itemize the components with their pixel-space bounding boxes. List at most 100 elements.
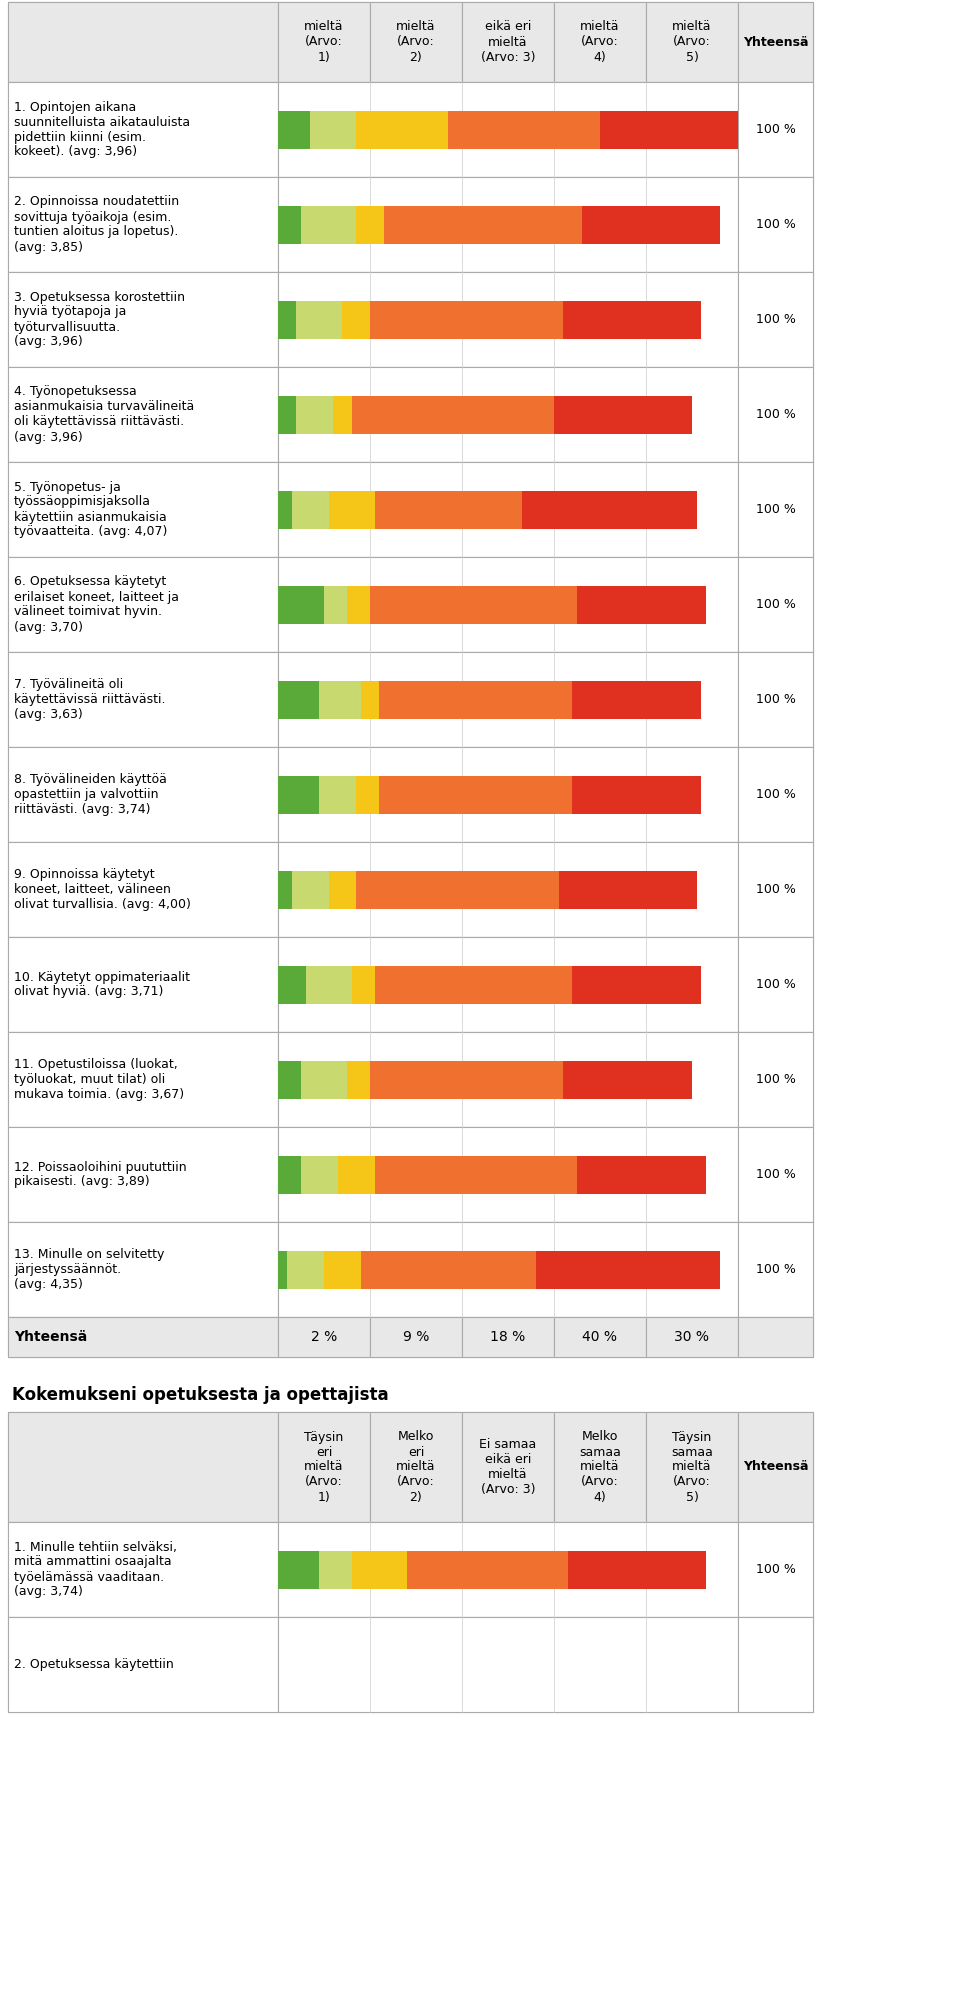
Text: 8. Työvälineiden käyttöä
opastettiin ja valvottiin
riittävästi. (avg: 3,74): 8. Työvälineiden käyttöä opastettiin ja … xyxy=(14,773,167,815)
Bar xyxy=(278,2,370,82)
Text: 30 %: 30 % xyxy=(675,1331,709,1345)
Bar xyxy=(278,1155,301,1193)
Bar xyxy=(370,585,577,623)
Bar xyxy=(8,178,278,272)
Text: Melko
eri
mieltä
(Arvo:
2): Melko eri mieltä (Arvo: 2) xyxy=(396,1431,436,1504)
Bar xyxy=(738,272,813,368)
Text: Täysin
samaa
mieltä
(Arvo:
5): Täysin samaa mieltä (Arvo: 5) xyxy=(671,1431,713,1504)
Bar xyxy=(8,557,813,651)
Bar xyxy=(462,2,554,82)
Text: 9. Opinnoissa käytetyt
koneet, laitteet, välineen
olivat turvallisia. (avg: 4,00: 9. Opinnoissa käytetyt koneet, laitteet,… xyxy=(14,867,191,911)
Bar xyxy=(8,1127,278,1223)
Bar xyxy=(278,1550,320,1588)
Bar xyxy=(278,272,738,368)
Bar xyxy=(361,1251,536,1289)
Text: 12. Poissaoloihini puututtiin
pikaisesti. (avg: 3,89): 12. Poissaoloihini puututtiin pikaisesti… xyxy=(14,1161,186,1189)
Bar xyxy=(278,1251,287,1289)
Bar xyxy=(577,1155,706,1193)
Bar xyxy=(370,1413,462,1522)
Bar xyxy=(554,396,692,434)
Bar xyxy=(278,178,738,272)
Text: 100 %: 100 % xyxy=(756,314,796,326)
Bar xyxy=(278,368,738,462)
Text: Yhteensä: Yhteensä xyxy=(14,1331,87,1345)
Bar xyxy=(278,490,292,529)
Bar xyxy=(278,651,738,747)
Bar xyxy=(738,651,813,747)
Bar xyxy=(379,775,572,813)
Bar xyxy=(8,2,278,82)
Bar xyxy=(8,1223,278,1317)
Bar xyxy=(738,368,813,462)
Bar xyxy=(646,1317,738,1357)
Text: 2. Opetuksessa käytettiin: 2. Opetuksessa käytettiin xyxy=(14,1658,174,1670)
Text: mieltä
(Arvo:
4): mieltä (Arvo: 4) xyxy=(580,20,620,64)
Bar xyxy=(738,462,813,557)
Bar xyxy=(572,965,701,1003)
Bar xyxy=(278,206,301,244)
Bar xyxy=(8,2,813,82)
Bar xyxy=(356,110,448,148)
Bar xyxy=(646,2,738,82)
Bar xyxy=(738,557,813,651)
Bar xyxy=(287,1251,324,1289)
Bar xyxy=(278,557,738,651)
Bar xyxy=(8,82,813,178)
Bar xyxy=(278,775,320,813)
Bar xyxy=(564,300,701,338)
Bar xyxy=(278,841,738,937)
Text: 100 %: 100 % xyxy=(756,218,796,232)
Bar xyxy=(278,1616,738,1712)
Bar xyxy=(600,110,738,148)
Bar xyxy=(646,1413,738,1522)
Bar xyxy=(320,681,361,719)
Bar xyxy=(8,1413,278,1522)
Bar xyxy=(738,1317,813,1357)
Bar xyxy=(8,178,813,272)
Text: 3. Opetuksessa korostettiin
hyviä työtapoja ja
työturvallisuutta.
(avg: 3,96): 3. Opetuksessa korostettiin hyviä työtap… xyxy=(14,290,185,348)
Bar xyxy=(320,775,356,813)
Text: mieltä
(Arvo:
1): mieltä (Arvo: 1) xyxy=(304,20,344,64)
Bar xyxy=(8,747,813,841)
Bar xyxy=(278,1522,738,1616)
Bar xyxy=(374,1155,577,1193)
Bar xyxy=(370,1317,462,1357)
Bar xyxy=(8,1127,813,1223)
Text: 1. Minulle tehtiin selväksi,
mitä ammattini osaajalta
työelämässä vaaditaan.
(av: 1. Minulle tehtiin selväksi, mitä ammatt… xyxy=(14,1540,177,1598)
Bar xyxy=(738,1033,813,1127)
Text: mieltä
(Arvo:
2): mieltä (Arvo: 2) xyxy=(396,20,436,64)
Text: 100 %: 100 % xyxy=(756,597,796,611)
Bar xyxy=(297,300,343,338)
Bar xyxy=(356,775,379,813)
Text: 100 %: 100 % xyxy=(756,124,796,136)
Text: Melko
samaa
mieltä
(Arvo:
4): Melko samaa mieltä (Arvo: 4) xyxy=(579,1431,621,1504)
Bar xyxy=(564,1061,692,1099)
Text: 9 %: 9 % xyxy=(403,1331,429,1345)
Bar xyxy=(8,841,813,937)
Bar xyxy=(278,1127,738,1223)
Bar xyxy=(8,1522,813,1616)
Bar xyxy=(8,462,813,557)
Bar xyxy=(738,1522,813,1616)
Bar xyxy=(278,965,305,1003)
Bar xyxy=(361,681,379,719)
Bar xyxy=(462,1317,554,1357)
Bar xyxy=(324,585,347,623)
Bar xyxy=(278,396,297,434)
Text: 5. Työnopetus- ja
työssäoppimisjaksolla
käytettiin asianmukaisia
työvaatteita. (: 5. Työnopetus- ja työssäoppimisjaksolla … xyxy=(14,480,167,539)
Bar xyxy=(8,368,813,462)
Bar xyxy=(8,1522,278,1616)
Bar xyxy=(278,747,738,841)
Bar xyxy=(301,206,356,244)
Bar xyxy=(738,937,813,1033)
Bar xyxy=(370,2,462,82)
Text: 100 %: 100 % xyxy=(756,1562,796,1576)
Bar xyxy=(8,937,278,1033)
Bar xyxy=(278,585,324,623)
Bar xyxy=(8,1616,278,1712)
Text: 13. Minulle on selvitetty
järjestyssäännöt.
(avg: 4,35): 13. Minulle on selvitetty järjestyssäänn… xyxy=(14,1249,164,1291)
Bar xyxy=(554,1317,646,1357)
Bar xyxy=(8,1413,813,1522)
Bar xyxy=(738,747,813,841)
Text: 10. Käytetyt oppimateriaalit
olivat hyviä. (avg: 3,71): 10. Käytetyt oppimateriaalit olivat hyvi… xyxy=(14,971,190,999)
